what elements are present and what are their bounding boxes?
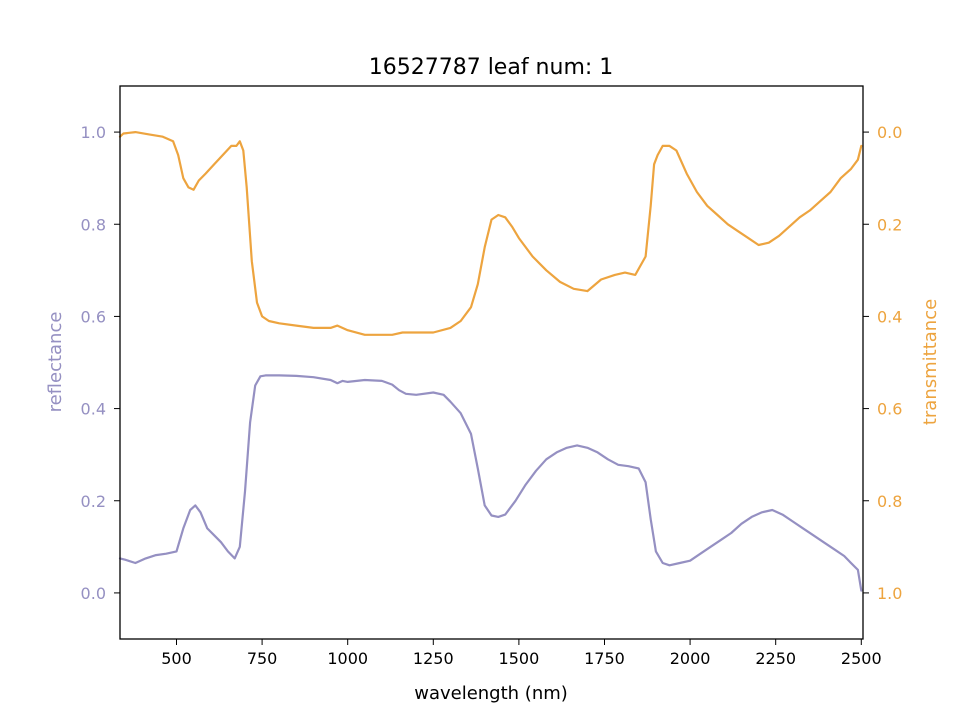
x-tick-label: 500 — [161, 649, 192, 668]
x-tick-label: 1000 — [327, 649, 368, 668]
left-tick-label: 0.2 — [81, 492, 106, 511]
right-tick-label: 0.2 — [877, 215, 902, 234]
x-axis: 500 750 1000 1250 1500 1750 2000 2250 2500 — [161, 639, 882, 668]
x-tick-label: 2000 — [670, 649, 711, 668]
chart-title: 16527787 leaf num: 1 — [369, 55, 614, 80]
series-layer — [118, 131, 863, 592]
series-line-reflectance — [118, 374, 863, 592]
left-axis: 0.0 0.2 0.4 0.6 0.8 1.0 — [81, 123, 120, 603]
left-tick-label: 0.6 — [81, 307, 106, 326]
left-tick-label: 0.4 — [81, 400, 106, 419]
series-line-transmittance — [118, 131, 863, 336]
x-tick-label: 750 — [247, 649, 278, 668]
x-axis-title: wavelength (nm) — [414, 683, 568, 704]
x-tick-label: 2250 — [755, 649, 796, 668]
left-axis-title: reflectance — [45, 312, 66, 413]
right-tick-label: 0.0 — [877, 123, 902, 142]
right-tick-label: 0.8 — [877, 492, 902, 511]
left-tick-label: 0.0 — [81, 584, 106, 603]
left-tick-label: 1.0 — [81, 123, 106, 142]
right-axis: 0.0 0.2 0.4 0.6 0.8 1.0 — [863, 123, 902, 603]
x-tick-label: 2500 — [841, 649, 882, 668]
x-tick-label: 1250 — [413, 649, 454, 668]
plot-frame — [119, 85, 864, 640]
right-tick-label: 0.4 — [877, 307, 902, 326]
left-tick-label: 0.8 — [81, 215, 106, 234]
right-axis-title: transmittance — [920, 299, 941, 425]
right-tick-label: 0.6 — [877, 400, 902, 419]
x-tick-label: 1500 — [499, 649, 540, 668]
right-tick-label: 1.0 — [877, 584, 902, 603]
x-tick-label: 1750 — [584, 649, 625, 668]
